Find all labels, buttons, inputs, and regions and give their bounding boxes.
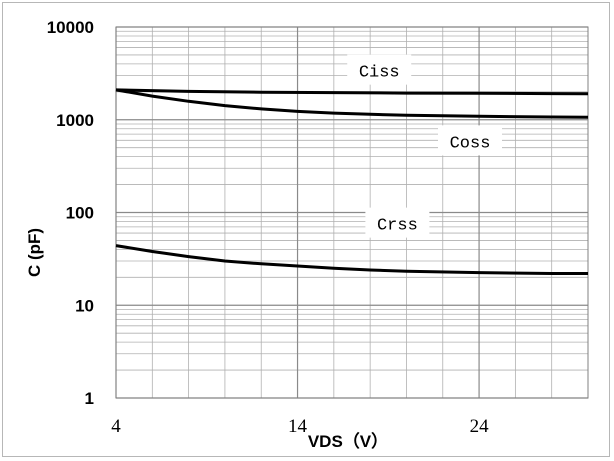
y-tick-label: 10	[75, 296, 94, 315]
y-tick-label: 1000	[56, 111, 94, 130]
series-label-box-crss	[365, 207, 430, 238]
x-tick-label: 14	[288, 416, 308, 437]
series-labels: Ciss Coss Crss	[347, 54, 502, 238]
series-label-coss: Coss	[450, 134, 491, 153]
y-tick-labels: 1 10 100 1000 10000	[47, 18, 94, 408]
y-tick-label: 10000	[47, 18, 94, 37]
x-tick-label: 24	[470, 416, 490, 437]
plot-area-border	[115, 26, 589, 399]
series-label-box-coss	[438, 125, 502, 156]
series-label-crss: Crss	[377, 217, 418, 236]
x-axis-title: VDS（V）	[308, 431, 388, 451]
series-line-ciss	[115, 88, 589, 96]
chart-frame	[2, 2, 610, 457]
series-line-crss	[115, 244, 588, 275]
series-lines	[115, 88, 589, 275]
x-tick-label: 4	[111, 416, 121, 437]
y-tick-label: 100	[66, 204, 94, 223]
series-label-box-ciss	[347, 54, 412, 85]
series-label-ciss: Ciss	[359, 64, 400, 83]
y-tick-label: 1	[85, 389, 94, 408]
series-line-coss	[115, 88, 589, 119]
x-tick-labels: 4 14 24	[111, 416, 489, 437]
y-axis-title: C (pF)	[25, 228, 44, 277]
